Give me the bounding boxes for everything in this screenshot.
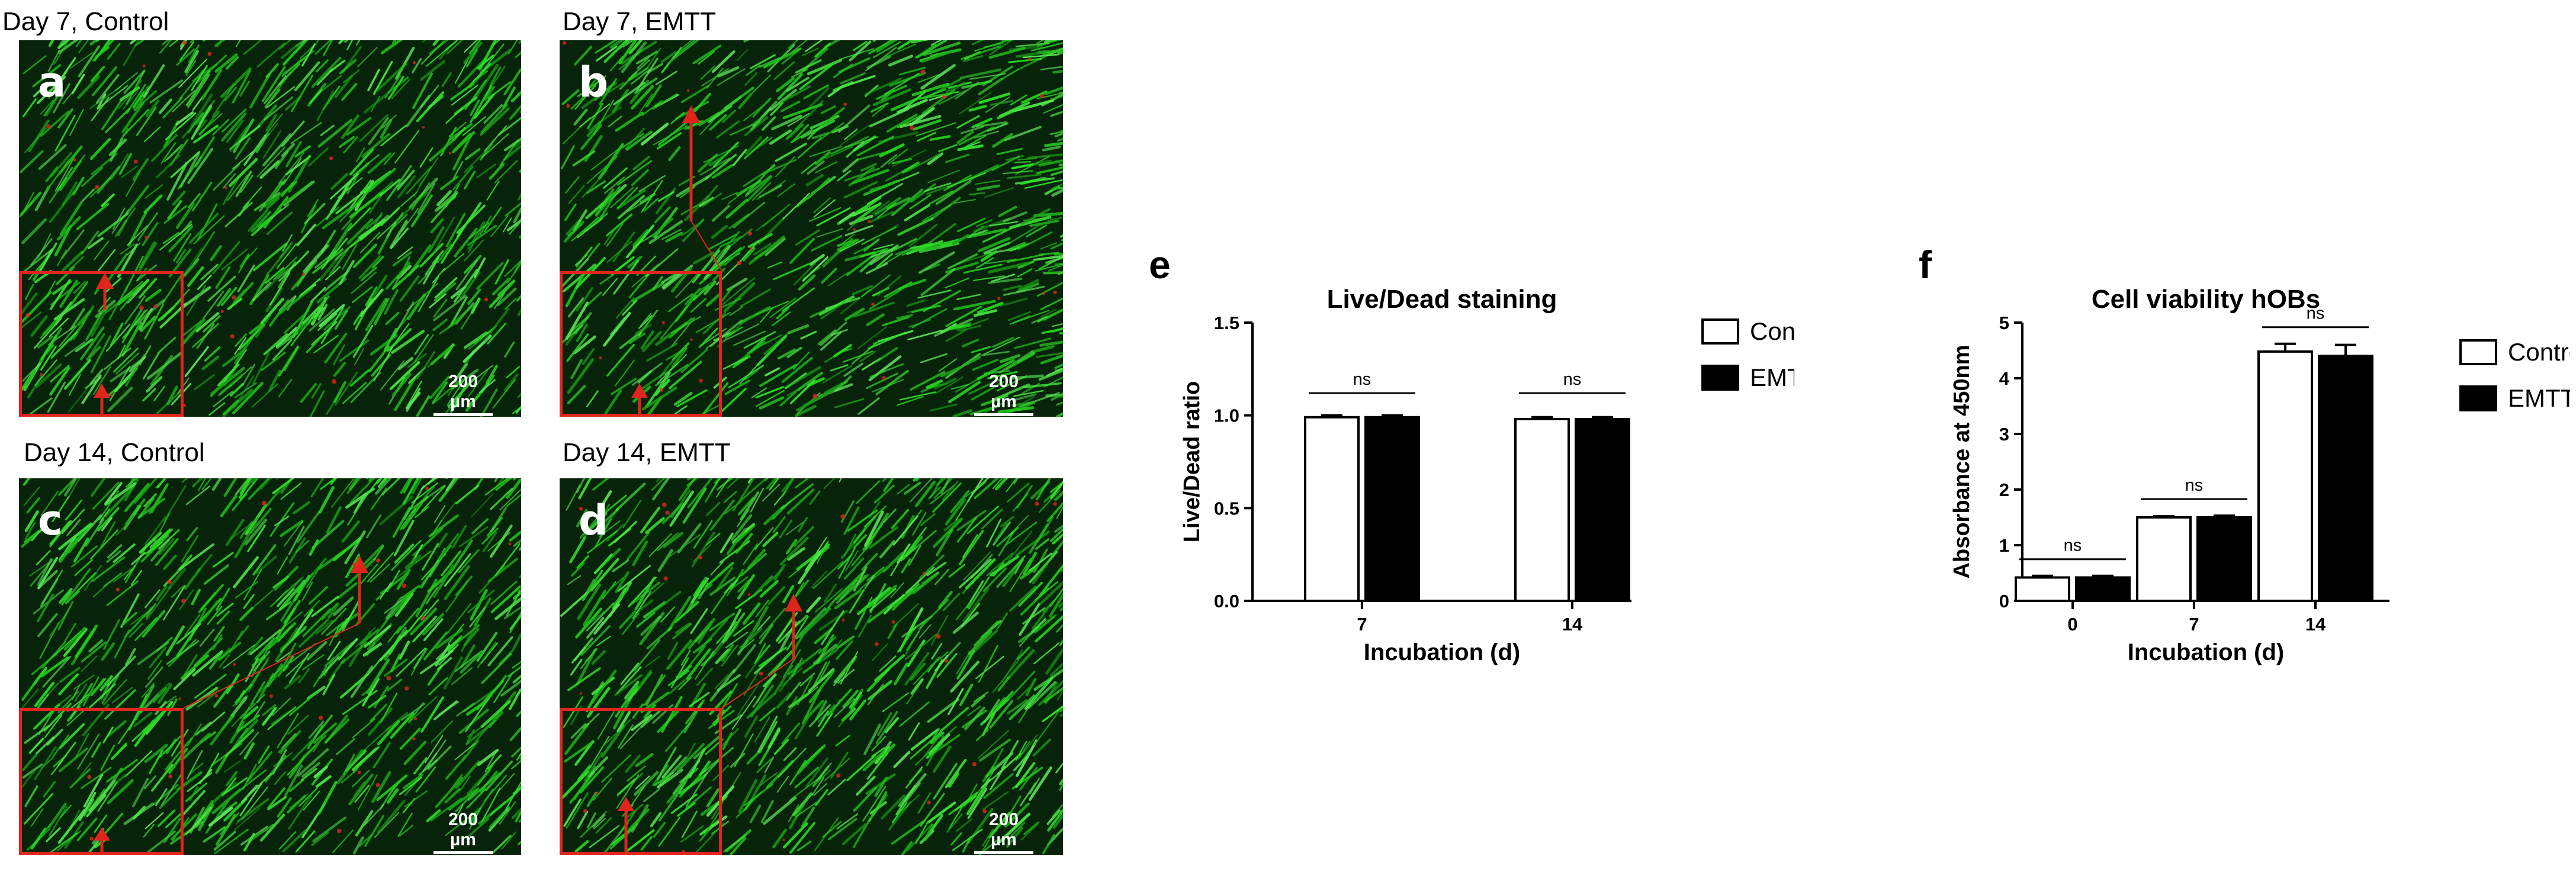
y-tick-label: 4 bbox=[1999, 368, 2010, 389]
bar-emtt-14 bbox=[2318, 355, 2373, 602]
significance-label: ns bbox=[1353, 370, 1371, 389]
cell-texture bbox=[560, 40, 1063, 417]
cell-texture bbox=[560, 478, 1063, 855]
legend-label: EMTT bbox=[1750, 363, 1794, 391]
significance-label: ns bbox=[2064, 536, 2082, 555]
arrow-overlay bbox=[618, 594, 802, 855]
bar-control-7 bbox=[1304, 416, 1360, 602]
caption-d: Day 14, EMTT bbox=[563, 438, 731, 467]
bar-control-0 bbox=[2015, 576, 2070, 603]
cell-texture bbox=[19, 40, 521, 417]
x-tick-label: 14 bbox=[1562, 614, 1583, 635]
legend-swatch bbox=[2459, 339, 2497, 365]
panel-letter: e bbox=[1149, 243, 1171, 287]
y-tick-label: 1.0 bbox=[1214, 405, 1239, 426]
arrow-overlay bbox=[94, 272, 114, 417]
bar-emtt-14 bbox=[1575, 417, 1630, 602]
y-tick-label: 1 bbox=[1999, 535, 2009, 556]
arrow-overlay bbox=[94, 555, 368, 855]
significance-label: ns bbox=[2307, 304, 2325, 323]
chart-title: Live/Dead staining bbox=[1327, 285, 1557, 314]
y-tick-label: 0.0 bbox=[1214, 591, 1239, 611]
y-tick-label: 3 bbox=[1999, 424, 2009, 445]
bar-emtt-7 bbox=[2196, 516, 2252, 602]
micrograph-a: a 200 µm bbox=[19, 40, 521, 417]
scale-label: 200 µm bbox=[988, 372, 1019, 411]
arrow-overlay bbox=[631, 105, 722, 417]
bar-control-7 bbox=[2136, 516, 2192, 602]
scale-label: 200 µm bbox=[448, 372, 478, 411]
scale-label: 200 µm bbox=[988, 810, 1019, 849]
micrograph-c: c 200 µm bbox=[19, 478, 521, 855]
legend-swatch bbox=[2459, 385, 2497, 411]
scale-bar: 200 µm bbox=[974, 810, 1033, 854]
significance-label: ns bbox=[2185, 476, 2204, 495]
legend-label: Control bbox=[1750, 317, 1794, 345]
inset-box bbox=[560, 708, 722, 855]
legend-label: EMTT bbox=[2508, 384, 2570, 412]
scale-bar: 200 µm bbox=[433, 810, 493, 854]
x-tick-label: 0 bbox=[2067, 614, 2077, 635]
cell-streaks bbox=[560, 40, 1063, 417]
significance-label: ns bbox=[1563, 370, 1582, 389]
panel-letter: c bbox=[38, 496, 63, 545]
y-tick-label: 5 bbox=[1999, 313, 2009, 333]
y-tick-label: 0 bbox=[1999, 591, 2009, 611]
panel-letter: f bbox=[1919, 243, 1932, 287]
bar-emtt-7 bbox=[1364, 416, 1420, 602]
y-axis-label: Live/Dead ratio bbox=[1180, 381, 1205, 542]
x-axis-label: Incubation (d) bbox=[2128, 639, 2284, 665]
x-axis-label: Incubation (d) bbox=[1364, 639, 1520, 665]
chart-title: Cell viability hOBs bbox=[2092, 285, 2320, 314]
cell-streaks bbox=[20, 478, 521, 855]
cell-streaks bbox=[19, 40, 521, 417]
micrograph-b: b 200 µm bbox=[560, 40, 1063, 417]
legend-swatch bbox=[1701, 365, 1739, 391]
caption-a: Day 7, Control bbox=[2, 7, 169, 36]
chart-e-live-dead: e Live/Dead staining 0.0 0.5 1.0 1.5 Live/Dead… bbox=[1149, 243, 1794, 665]
y-tick-label: 0.5 bbox=[1214, 498, 1239, 519]
bar-control-14 bbox=[2257, 350, 2313, 602]
scale-label: 200 µm bbox=[448, 810, 478, 849]
y-tick-label: 2 bbox=[1999, 479, 2009, 500]
panel-letter: d bbox=[579, 496, 609, 545]
legend-label: Control bbox=[2508, 338, 2570, 366]
cell-texture bbox=[20, 478, 521, 855]
scale-bar: 200 µm bbox=[974, 372, 1033, 416]
x-tick-label: 14 bbox=[2305, 614, 2326, 635]
cell-streaks bbox=[560, 478, 1063, 855]
x-tick-label: 7 bbox=[1357, 614, 1367, 635]
x-tick-label: 7 bbox=[2189, 614, 2199, 635]
y-axis-label: Absorbance at 450nm bbox=[1949, 345, 1974, 579]
panel-letter: a bbox=[38, 58, 66, 107]
panel-letter: b bbox=[579, 58, 609, 107]
bar-emtt-0 bbox=[2075, 576, 2131, 603]
legend-swatch bbox=[1701, 318, 1739, 345]
y-tick-label: 1.5 bbox=[1214, 313, 1239, 333]
chart-f-cell-viability: f Cell viability hOBs 0 1 2 3 4 5 Absorbance at … bbox=[1919, 243, 2570, 665]
scale-bar: 200 µm bbox=[433, 372, 493, 416]
caption-c: Day 14, Control bbox=[24, 438, 205, 467]
micrograph-d: d 200 µm bbox=[560, 478, 1063, 855]
caption-b: Day 7, EMTT bbox=[563, 7, 717, 36]
bar-control-14 bbox=[1514, 417, 1570, 602]
